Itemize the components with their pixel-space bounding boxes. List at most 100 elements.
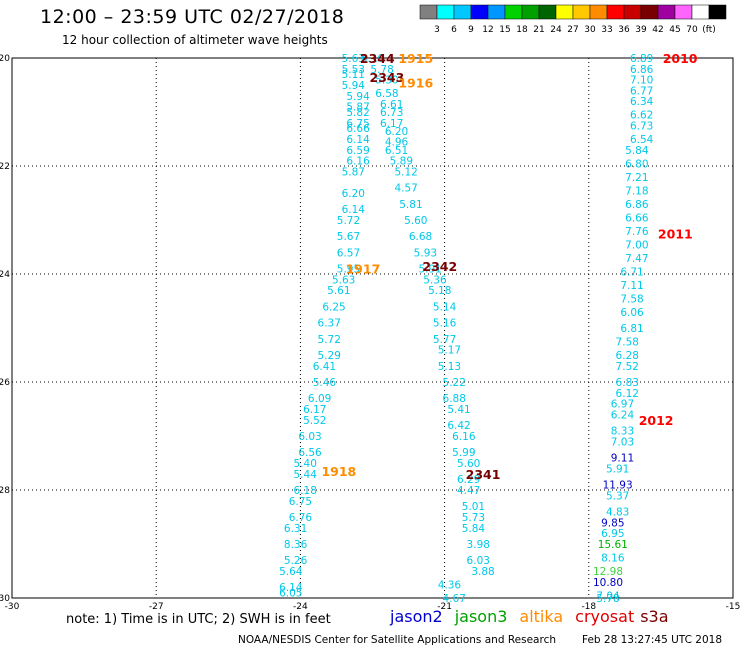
colorbar-label: 36 bbox=[618, 25, 630, 35]
wave-height-value: 6.71 bbox=[620, 266, 643, 278]
wave-height-value: 6.05 bbox=[279, 588, 302, 600]
colorbar-label: 30 bbox=[584, 25, 596, 35]
colorbar-label: 12 bbox=[482, 25, 493, 35]
wave-height-value: 6.24 bbox=[611, 409, 635, 421]
wave-height-value: 5.77 bbox=[433, 334, 456, 346]
pass-time-label: 2341 bbox=[466, 467, 501, 482]
colorbar-label: 42 bbox=[652, 25, 663, 35]
wave-height-value: 6.17 bbox=[380, 118, 403, 130]
wave-height-value: 4.57 bbox=[394, 183, 417, 195]
colorbar-label: 18 bbox=[516, 25, 528, 35]
pass-time-label: 2012 bbox=[639, 413, 674, 428]
wave-height-value: 6.75 bbox=[346, 118, 369, 130]
wave-height-value: 5.13 bbox=[438, 361, 461, 373]
wave-height-value: 6.42 bbox=[447, 420, 470, 432]
pass-time-label: 2343 bbox=[370, 70, 405, 85]
pass-time-label: 2344 bbox=[360, 51, 395, 66]
wave-height-value: 6.09 bbox=[308, 393, 331, 405]
wave-height-value: 5.60 bbox=[457, 458, 480, 470]
wave-height-value: 6.06 bbox=[620, 307, 644, 319]
generated-timestamp: Feb 28 13:27:45 UTC 2018 bbox=[582, 634, 722, 646]
wave-height-value: 6.34 bbox=[630, 96, 654, 108]
wave-height-value: 6.62 bbox=[630, 110, 653, 122]
wave-height-value: 5.64 bbox=[279, 566, 303, 578]
wave-height-value: 7.58 bbox=[620, 293, 643, 305]
wave-height-value: 5.14 bbox=[433, 301, 457, 313]
colorbar-label: 27 bbox=[567, 25, 578, 35]
wave-height-value: 5.84 bbox=[625, 145, 649, 157]
y-tick-label: -22 bbox=[0, 162, 10, 172]
colorbar-label: (ft) bbox=[702, 25, 716, 35]
wave-height-value: 6.77 bbox=[630, 85, 653, 97]
wave-height-value: 5.78 bbox=[596, 593, 619, 605]
y-tick-label: -28 bbox=[0, 486, 10, 496]
wave-height-value: 6.14 bbox=[346, 134, 370, 146]
colorbar-swatch bbox=[708, 4, 727, 20]
wave-height-value: 5.12 bbox=[394, 166, 417, 178]
satellite-legend: jason2 jason3 altika cryosat s3a bbox=[390, 607, 681, 626]
legend-jason3: jason3 bbox=[454, 607, 508, 626]
y-tick-label: -20 bbox=[0, 54, 10, 64]
wave-height-value: 5.87 bbox=[342, 166, 365, 178]
wave-height-value: 5.29 bbox=[318, 350, 341, 362]
wave-height-value: 4.67 bbox=[443, 593, 466, 605]
wave-height-value: 5.22 bbox=[443, 377, 466, 389]
wave-height-value: 6.66 bbox=[346, 123, 370, 135]
pass-time-label: 2010 bbox=[663, 51, 698, 66]
wave-height-value: 4.83 bbox=[606, 507, 629, 519]
wave-height-value: 5.30 bbox=[375, 75, 398, 87]
wave-height-value: 5.94 bbox=[346, 91, 370, 103]
plot-frame bbox=[11, 57, 734, 599]
wave-height-value: 5.73 bbox=[462, 512, 485, 524]
wave-height-value: 5.63 bbox=[332, 274, 355, 286]
wave-height-value: 6.73 bbox=[380, 107, 403, 119]
wave-height-value: 5.95 bbox=[337, 264, 360, 276]
wave-height-value: 6.18 bbox=[294, 485, 317, 497]
pass-time-label: 2011 bbox=[658, 227, 693, 242]
wave-height-value: 7.76 bbox=[625, 226, 649, 238]
wave-height-value: 5.82 bbox=[346, 107, 369, 119]
wave-height-value: 8.36 bbox=[284, 539, 308, 551]
pass-time-label: 2342 bbox=[422, 259, 457, 274]
wave-height-value: 3.98 bbox=[467, 539, 490, 551]
x-tick-label: -30 bbox=[5, 602, 20, 612]
wave-height-value: 6.80 bbox=[625, 158, 648, 170]
pass-time-label: 1917 bbox=[345, 262, 380, 277]
wave-height-value: 6.41 bbox=[313, 361, 336, 373]
wave-height-value: 6.16 bbox=[452, 431, 476, 443]
wave-height-value: 7.58 bbox=[616, 337, 639, 349]
wave-height-value: 5.17 bbox=[438, 345, 461, 357]
wave-height-value: 5.67 bbox=[337, 231, 360, 243]
wave-height-value: 6.58 bbox=[375, 88, 398, 100]
wave-height-value: 5.78 bbox=[370, 64, 393, 76]
wave-height-value: 5.93 bbox=[414, 247, 437, 259]
wave-height-value: 12.98 bbox=[593, 566, 623, 578]
wave-height-value: 6.20 bbox=[385, 126, 408, 138]
wave-height-value: 6.20 bbox=[342, 188, 365, 200]
legend-altika: altika bbox=[519, 607, 564, 626]
colorbar-label: 24 bbox=[550, 25, 562, 35]
wave-height-value: 5.84 bbox=[462, 523, 486, 535]
wave-height-value: 7.11 bbox=[620, 280, 643, 292]
wave-height-value: 8.33 bbox=[611, 426, 634, 438]
wave-height-value: 6.57 bbox=[337, 247, 360, 259]
wave-height-value: 5.63 bbox=[342, 53, 365, 65]
wave-height-value: 6.76 bbox=[289, 512, 313, 524]
wave-height-value: 5.61 bbox=[327, 285, 350, 297]
colorbar-label: 6 bbox=[451, 25, 457, 35]
wave-height-value: 6.61 bbox=[380, 99, 403, 111]
wave-height-value: 4.47 bbox=[457, 485, 480, 497]
x-tick-label: -21 bbox=[437, 602, 452, 612]
wave-height-value: 6.68 bbox=[409, 231, 432, 243]
wave-height-value: 5.89 bbox=[390, 156, 413, 168]
colorbar-label: 3 bbox=[434, 25, 440, 35]
wave-height-value: 10.80 bbox=[593, 577, 623, 589]
wave-height-value: 7.00 bbox=[625, 239, 648, 251]
wave-height-value: 5.18 bbox=[428, 285, 451, 297]
chart-title: 12:00 – 23:59 UTC 02/27/2018 bbox=[40, 6, 345, 28]
chart-subtitle: 12 hour collection of altimeter wave hei… bbox=[62, 33, 328, 47]
wave-height-value: 3.88 bbox=[471, 566, 494, 578]
wave-height-value: 6.37 bbox=[318, 318, 341, 330]
wave-height-value: 6.59 bbox=[346, 145, 369, 157]
wave-height-value: 5.01 bbox=[462, 501, 485, 513]
